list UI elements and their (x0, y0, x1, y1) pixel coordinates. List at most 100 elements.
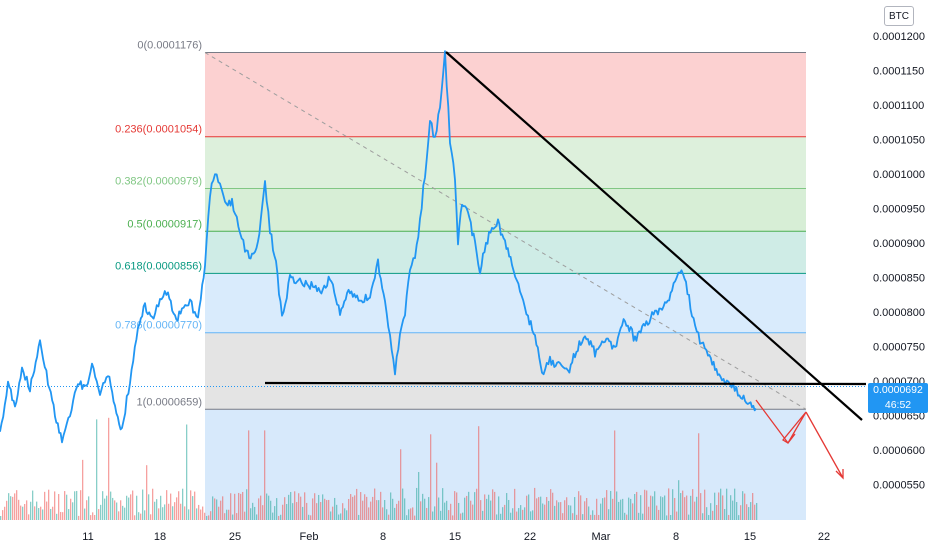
volume-bar (178, 491, 180, 520)
volume-bar (274, 506, 276, 520)
volume-bar (72, 502, 74, 520)
volume-bar (172, 506, 174, 520)
volume-bar (416, 487, 418, 520)
volume-bar (6, 500, 8, 520)
volume-bar (606, 490, 608, 520)
volume-bar (714, 492, 716, 520)
volume-bar (26, 500, 28, 520)
price-tick-label: 0.0000600 (873, 445, 925, 457)
volume-bar (152, 488, 154, 520)
downtrend-line[interactable] (445, 51, 863, 421)
volume-bar (118, 511, 120, 520)
volume-bar (350, 494, 352, 520)
volume-bar (292, 503, 294, 520)
volume-bar (24, 504, 26, 520)
volume-bar (160, 495, 162, 520)
volume-bar (554, 505, 556, 520)
volume-bar (356, 488, 358, 520)
volume-bar (50, 508, 52, 520)
volume-bar (600, 503, 602, 520)
volume-bar (104, 498, 106, 520)
volume-bar (270, 500, 272, 520)
volume-bar (734, 488, 736, 520)
volume-bar (114, 500, 116, 520)
volume-bar (236, 513, 238, 520)
volume-bar (52, 506, 54, 520)
volume-bar (754, 504, 756, 520)
volume-bar (506, 493, 508, 520)
volume-bar (748, 507, 750, 520)
volume-bar (438, 497, 440, 520)
fib-level-label: 0.786(0.0000770) (115, 320, 202, 332)
volume-bar (598, 514, 600, 520)
volume-bar (80, 490, 82, 520)
volume-bar (650, 495, 652, 520)
volume-bar (504, 504, 506, 520)
volume-bar (736, 502, 738, 520)
volume-bar (656, 505, 658, 520)
volume-bar (636, 491, 638, 520)
price-tick-label: 0.0001200 (873, 31, 925, 43)
volume-bar (634, 494, 636, 520)
volume-bar (168, 503, 170, 520)
volume-bar (190, 490, 192, 520)
volume-bar (154, 501, 156, 520)
volume-bar (536, 498, 538, 520)
volume-bar (40, 506, 42, 520)
fib-level-label: 1(0.0000659) (137, 396, 202, 408)
volume-bar (322, 494, 324, 520)
volume-bar (470, 500, 472, 520)
time-axis[interactable]: 11 18 25 Feb 8 15 22 Mar 8 15 22 (82, 531, 830, 543)
volume-bar (566, 497, 568, 520)
volume-bar (692, 489, 694, 520)
volume-bar (664, 495, 666, 520)
volume-bar (426, 507, 428, 520)
volume-bar (578, 491, 580, 520)
volume-bar (16, 490, 18, 520)
volume-bar (592, 510, 594, 520)
volume-bar (464, 497, 466, 520)
volume-bar (750, 502, 752, 520)
volume-bar (224, 513, 226, 520)
volume-bar (296, 502, 298, 520)
volume-bar (144, 510, 146, 520)
price-tick-label: 0.0000550 (873, 480, 925, 492)
volume-bar (602, 498, 604, 520)
currency-button[interactable]: BTC (884, 6, 914, 26)
time-tick-label: 18 (154, 531, 166, 543)
volume-bar (510, 512, 512, 520)
volume-bar (644, 489, 646, 520)
projection-arrow-2[interactable] (805, 411, 844, 480)
volume-bar (594, 514, 596, 520)
volume-bar (486, 498, 488, 520)
volume-bar (440, 510, 442, 520)
volume-bar (394, 507, 396, 520)
volume-bar (82, 459, 84, 520)
price-tick-label: 0.0001050 (873, 135, 925, 147)
last-price-value: 0.0000692 (873, 384, 923, 396)
volume-bar (622, 498, 624, 520)
volume-bar (342, 503, 344, 520)
volume-bar (340, 513, 342, 520)
volume-bar (12, 496, 14, 520)
support-line[interactable] (264, 381, 867, 386)
volume-bar (608, 509, 610, 520)
volume-bar (66, 494, 68, 520)
volume-bar (630, 498, 632, 520)
volume-bar (136, 495, 138, 520)
volume-bar (546, 497, 548, 520)
price-axis[interactable]: 0.0001200 0.0001150 0.0001100 0.0001050 0.00… (866, 0, 932, 520)
volume-bar (334, 497, 336, 520)
fib-zone (205, 136, 806, 189)
volume-bar (492, 489, 494, 520)
volume-bar (702, 513, 704, 520)
volume-bar (4, 506, 6, 520)
volume-bar (30, 501, 32, 520)
volume-bar (288, 494, 290, 520)
volume-bar (590, 514, 592, 520)
projection-arrow-1[interactable] (755, 399, 807, 445)
volume-bar (240, 493, 242, 520)
volume-bar (306, 502, 308, 520)
last-price-tag: 0.0000692 46:52 (868, 383, 928, 413)
